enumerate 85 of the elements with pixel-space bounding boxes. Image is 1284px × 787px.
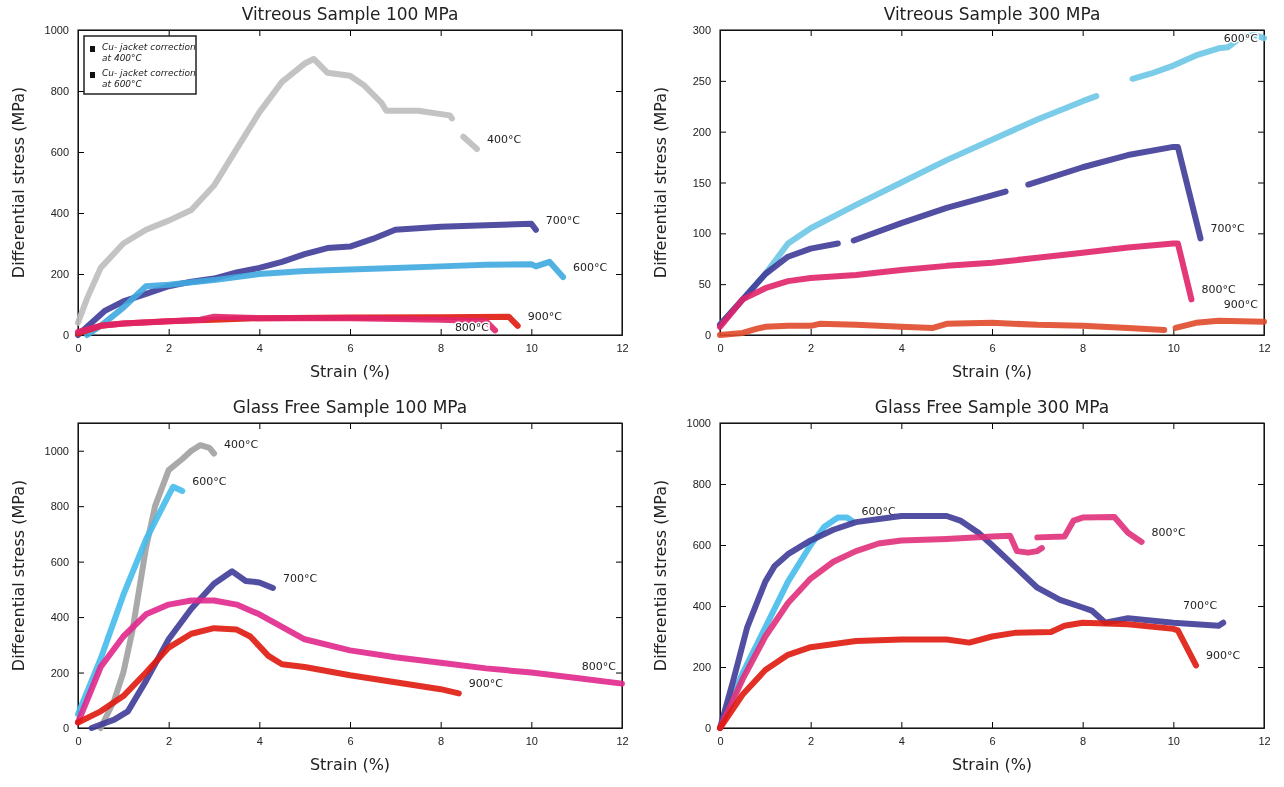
y-tick-label: 800 [692, 478, 711, 491]
series-label: 700°C [1183, 598, 1218, 612]
x-tick-label: 10 [1167, 341, 1180, 354]
y-tick-label: 300 [692, 24, 711, 37]
x-tick-label: 4 [898, 734, 905, 747]
chart-title: Vitreous Sample 300 MPa [883, 4, 1101, 24]
y-axis-title: Differential stress (MPa) [651, 86, 670, 279]
series-label: 600°C [192, 474, 227, 488]
chart-title: Vitreous Sample 100 MPa [241, 4, 459, 24]
series-label: 900°C [1206, 649, 1241, 663]
y-tick-label: 1000 [44, 444, 69, 457]
y-tick-label: 800 [50, 500, 69, 513]
y-tick-label: 400 [50, 611, 69, 624]
x-tick-label: 0 [717, 341, 724, 354]
y-tick-label: 0 [62, 722, 69, 735]
x-tick-label: 8 [1080, 341, 1087, 354]
series-label: 700°C [1210, 222, 1246, 236]
x-tick-label: 12 [616, 341, 629, 354]
x-tick-label: 10 [525, 341, 538, 354]
series-label: 600°C [573, 261, 608, 275]
y-tick-label: 200 [692, 661, 711, 674]
chart-title: Glass Free Sample 300 MPa [874, 397, 1110, 417]
series-label: 600°C [861, 504, 896, 518]
x-tick-label: 12 [616, 734, 629, 747]
x-tick-label: 2 [166, 341, 173, 354]
x-tick-label: 0 [75, 341, 82, 354]
series-label: 800°C [454, 321, 490, 334]
y-tick-label: 200 [692, 125, 711, 138]
series-label: 700°C [282, 571, 318, 585]
y-tick-label: 800 [50, 85, 69, 98]
y-axis-title: Differential stress (MPa) [651, 479, 670, 672]
y-tick-label: 1000 [44, 24, 69, 37]
y-axis-title: Differential stress (MPa) [9, 479, 28, 672]
x-axis-title: Strain (%) [309, 755, 391, 774]
x-tick-label: 8 [438, 734, 445, 747]
y-tick-label: 600 [50, 555, 69, 568]
x-tick-label: 4 [256, 734, 263, 747]
x-tick-label: 10 [525, 734, 538, 747]
x-tick-label: 6 [347, 734, 354, 747]
x-tick-label: 2 [166, 734, 173, 747]
chart-title: Glass Free Sample 100 MPa [232, 397, 468, 417]
series-label: 800°C [1201, 283, 1236, 297]
x-tick-label: 12 [1258, 341, 1271, 354]
x-axis-title: Strain (%) [951, 362, 1033, 381]
series-label: 800°C [581, 659, 617, 673]
x-axis-title: Strain (%) [309, 362, 391, 381]
series-label: 900°C [468, 677, 504, 691]
x-tick-label: 2 [808, 734, 815, 747]
y-tick-label: 400 [692, 600, 711, 613]
x-tick-label: 8 [438, 341, 445, 354]
y-tick-label: 0 [704, 722, 711, 735]
y-tick-label: 100 [692, 227, 711, 240]
y-tick-label: 1000 [686, 417, 711, 430]
series-label: 700°C [545, 213, 581, 227]
y-tick-label: 600 [692, 539, 711, 552]
annotation: Cu- jacket correction at 400°C [102, 42, 197, 63]
y-tick-label: 600 [50, 146, 69, 159]
y-tick-label: 250 [692, 74, 711, 87]
y-tick-label: 0 [62, 329, 69, 342]
x-tick-label: 10 [1167, 734, 1180, 747]
series-label: 400°C [224, 437, 259, 451]
y-tick-label: 50 [698, 278, 711, 291]
x-tick-label: 4 [256, 341, 263, 354]
x-axis-title: Strain (%) [951, 755, 1033, 774]
x-tick-label: 4 [898, 341, 905, 354]
series-label: 900°C [527, 309, 563, 323]
x-tick-label: 12 [1258, 734, 1271, 747]
y-tick-label: 200 [50, 666, 69, 679]
x-tick-label: 0 [75, 734, 82, 747]
y-tick-label: 200 [50, 268, 69, 281]
x-tick-label: 6 [989, 734, 996, 747]
y-tick-label: 150 [692, 176, 711, 189]
series-label: 400°C [486, 132, 522, 146]
x-tick-label: 2 [808, 341, 815, 354]
series-label: 600°C [1223, 32, 1259, 45]
y-tick-label: 400 [50, 207, 69, 220]
y-tick-label: 0 [704, 329, 711, 342]
annotation: Cu- jacket correction at 600°C [102, 68, 197, 89]
series-label: 900°C [1223, 297, 1259, 311]
x-tick-label: 8 [1080, 734, 1087, 747]
series-label: 800°C [1151, 525, 1187, 539]
x-tick-label: 6 [347, 341, 354, 354]
y-axis-title: Differential stress (MPa) [9, 86, 28, 279]
x-tick-label: 0 [717, 734, 724, 747]
x-tick-label: 6 [989, 341, 996, 354]
